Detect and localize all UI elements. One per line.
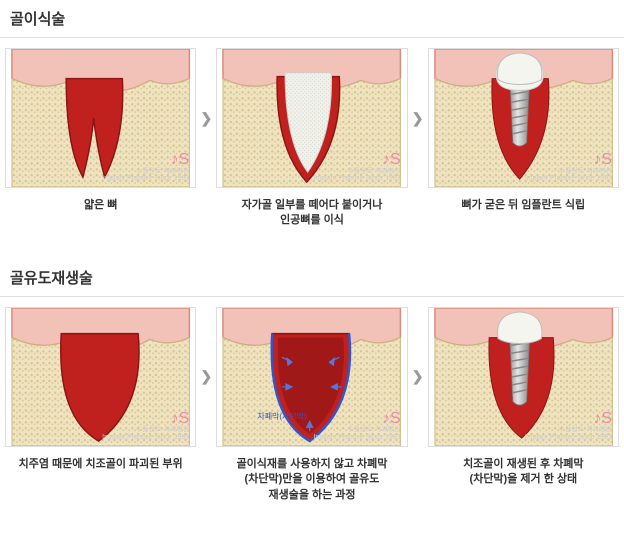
section-title: 골유도재생술 <box>0 259 624 297</box>
diagram-thin-bone: ♪S 수플란트 치과병원 Implant Practice Since 1993 <box>5 48 196 188</box>
watermark-text: 수플란트 치과병원 <box>102 168 189 176</box>
watermark-text: 수플란트 치과병원 <box>525 426 612 434</box>
arrow-icon: ❯ <box>408 307 428 447</box>
arrow-icon: ❯ <box>196 307 216 447</box>
watermark: ♪S 수플란트 치과병원 Implant Practice Since 1993 <box>525 153 612 183</box>
watermark-logo-icon: ♪S <box>102 412 189 426</box>
arrow-icon: ❯ <box>196 48 216 188</box>
step-caption: 자가골 일부를 떼어다 붙이거나인공뼈를 이식 <box>216 198 407 229</box>
steps-row: ♪S 수플란트 치과병원 Implant Practice Since 1993… <box>0 48 624 229</box>
watermark: ♪S 수플란트 치과병원 Implant Practice Since 1993 <box>525 412 612 442</box>
watermark: ♪S 수플란트 치과병원 Implant Practice Since 1993 <box>313 412 400 442</box>
diagram-destroyed-bone: ♪S 수플란트 치과병원 Implant Practice Since 1993 <box>5 307 196 447</box>
step-2: ♪S 수플란트 치과병원 Implant Practice Since 1993… <box>216 48 407 229</box>
step-caption: 골이식재를 사용하지 않고 차폐막(차단막)만을 이용하여 골유도재생술을 하는… <box>216 457 407 503</box>
step-caption: 얇은 뼈 <box>5 198 196 213</box>
step-caption: 치주염 때문에 치조골이 파괴된 부위 <box>5 457 196 472</box>
watermark-logo-icon: ♪S <box>525 153 612 167</box>
watermark-sub: Implant Practice Since 1993 <box>102 175 189 183</box>
watermark-text: 수플란트 치과병원 <box>313 168 400 176</box>
steps-row: ♪S 수플란트 치과병원 Implant Practice Since 1993… <box>0 307 624 503</box>
watermark-sub: Implant Practice Since 1993 <box>102 434 189 442</box>
arrow-icon: ❯ <box>408 48 428 188</box>
watermark-sub: Implant Practice Since 1993 <box>313 175 400 183</box>
watermark-sub: Implant Practice Since 1993 <box>525 434 612 442</box>
watermark-text: 수플란트 치과병원 <box>525 168 612 176</box>
step-2: 차폐막(차단막) ♪S 수플란트 치과병원 Implant Practice S… <box>216 307 407 503</box>
diagram-graft: ♪S 수플란트 치과병원 Implant Practice Since 1993 <box>216 48 407 188</box>
watermark-sub: Implant Practice Since 1993 <box>313 434 400 442</box>
step-3: ♪S 수플란트 치과병원 Implant Practice Since 1993… <box>428 48 619 213</box>
watermark-logo-icon: ♪S <box>525 412 612 426</box>
watermark-logo-icon: ♪S <box>313 412 400 426</box>
section-bone-graft: 골이식술 <box>0 0 624 229</box>
watermark-text: 수플란트 치과병원 <box>313 426 400 434</box>
step-caption: 뼈가 굳은 뒤 임플란트 식립 <box>428 198 619 213</box>
watermark-logo-icon: ♪S <box>102 153 189 167</box>
watermark: ♪S 수플란트 치과병원 Implant Practice Since 1993 <box>102 153 189 183</box>
watermark-sub: Implant Practice Since 1993 <box>525 175 612 183</box>
watermark-logo-icon: ♪S <box>313 153 400 167</box>
section-gbr: 골유도재생술 <box>0 259 624 503</box>
step-3: ♪S 수플란트 치과병원 Implant Practice Since 1993… <box>428 307 619 488</box>
step-caption: 치조골이 재생된 후 차폐막(차단막)을 제거 한 상태 <box>428 457 619 488</box>
step-1: ♪S 수플란트 치과병원 Implant Practice Since 1993… <box>5 48 196 213</box>
watermark: ♪S 수플란트 치과병원 Implant Practice Since 1993 <box>102 412 189 442</box>
diagram-regenerated-implant: ♪S 수플란트 치과병원 Implant Practice Since 1993 <box>428 307 619 447</box>
watermark: ♪S 수플란트 치과병원 Implant Practice Since 1993 <box>313 153 400 183</box>
diagram-implant: ♪S 수플란트 치과병원 Implant Practice Since 1993 <box>428 48 619 188</box>
section-title: 골이식술 <box>0 0 624 38</box>
step-1: ♪S 수플란트 치과병원 Implant Practice Since 1993… <box>5 307 196 472</box>
membrane-label: 차폐막(차단막) <box>257 411 307 422</box>
watermark-text: 수플란트 치과병원 <box>102 426 189 434</box>
diagram-membrane: 차폐막(차단막) ♪S 수플란트 치과병원 Implant Practice S… <box>216 307 407 447</box>
